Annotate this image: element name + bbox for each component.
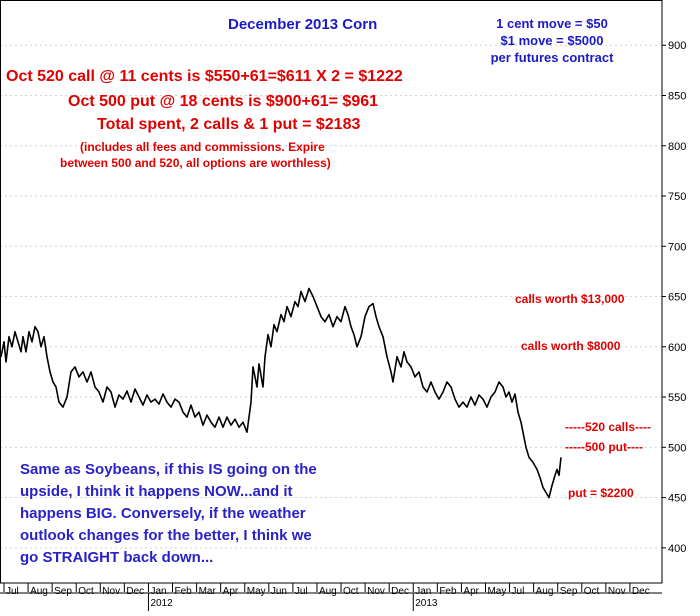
x-tick-label: Jan <box>150 586 166 597</box>
x-tick-label: Sep <box>560 586 578 597</box>
trade-line-put: Oct 500 put @ 18 cents is $900+61= $961 <box>68 93 379 110</box>
x-tick-label: Jul <box>6 586 19 597</box>
series-layer <box>0 287 562 499</box>
y-tick-label: 900 <box>668 40 686 52</box>
x-tick-label: May <box>247 586 266 597</box>
level-label-500-put: -----500 put---- <box>565 440 643 454</box>
x-tick-label: Dec <box>391 586 409 597</box>
trade-line-call: Oct 520 call @ 11 cents is $550+61=$611 … <box>6 68 403 85</box>
x-tick-label: Jan <box>415 586 431 597</box>
x-tick-label: Nov <box>367 586 385 597</box>
y-tick-label: 850 <box>668 90 686 102</box>
y-tick-label: 400 <box>668 543 686 555</box>
y-tick-label: 800 <box>668 141 686 153</box>
commentary-line: Same as Soybeans, if this IS going on th… <box>20 461 317 478</box>
commentary-line: upside, I think it happens NOW...and it <box>20 483 293 500</box>
x-tick-label: Apr <box>223 586 239 597</box>
x-tick-label: Dec <box>126 586 144 597</box>
trade-line-note: between 500 and 520, all options are wor… <box>60 156 331 170</box>
scale-note-line: 1 cent move = $50 <box>496 16 608 31</box>
x-tick-label: Oct <box>584 586 600 597</box>
trade-line-total: Total spent, 2 calls & 1 put = $2183 <box>97 116 361 133</box>
x-tick-label: Jul <box>295 586 308 597</box>
x-tick-label: Feb <box>175 586 193 597</box>
scale-note: 1 cent move = $50 $1 move = $5000 per fu… <box>468 15 636 66</box>
x-tick-label: Aug <box>536 586 554 597</box>
x-tick-label: Sep <box>54 586 72 597</box>
x-tick-label: Aug <box>30 586 48 597</box>
x-tick-label: Jun <box>271 586 287 597</box>
plot-frame <box>0 0 663 584</box>
grid-layer <box>0 44 662 549</box>
x-tick-label: Nov <box>608 586 626 597</box>
level-label-calls-8000: calls worth $8000 <box>521 339 621 353</box>
y-tick-label: 650 <box>668 292 686 304</box>
commentary-line: outlook changes for the better, I think … <box>20 527 312 544</box>
y-tick-label: 450 <box>668 493 686 505</box>
year-label: 2013 <box>415 598 438 609</box>
level-label-calls-13000: calls worth $13,000 <box>515 292 625 306</box>
x-tick-label: Apr <box>463 586 479 597</box>
y-tick-label: 600 <box>668 342 686 354</box>
x-tick-label: Oct <box>78 586 94 597</box>
x-tick-label: Jul <box>512 586 525 597</box>
commentary: Same as Soybeans, if this IS going on th… <box>20 459 317 569</box>
x-tick-label: Feb <box>439 586 457 597</box>
chart-title: December 2013 Corn <box>228 16 378 33</box>
trade-line-note: (includes all fees and commissions. Expi… <box>80 140 325 154</box>
x-tick-label: Mar <box>199 586 217 597</box>
price-series-line <box>0 287 562 499</box>
y-tick-label: 700 <box>668 241 686 253</box>
axis-layer: 400 450 500 550 600 650 700 750 800 850 900 Jul Aug S… <box>0 0 686 611</box>
x-tick-label: May <box>487 586 506 597</box>
commentary-line: happens BIG. Conversely, if the weather <box>20 505 306 522</box>
commentary-line: go STRAIGHT back down... <box>20 549 214 566</box>
year-label: 2012 <box>150 598 173 609</box>
y-tick-label: 750 <box>668 191 686 203</box>
y-tick-label: 500 <box>668 442 686 454</box>
level-label-put-2200: put = $2200 <box>568 486 634 500</box>
x-tick-label: Aug <box>319 586 337 597</box>
x-tick-label: Dec <box>632 586 650 597</box>
y-tick-label: 550 <box>668 392 686 404</box>
x-tick-label: Oct <box>343 586 359 597</box>
level-label-520-calls: -----520 calls---- <box>565 420 652 434</box>
scale-note-line: $1 move = $5000 <box>500 33 604 48</box>
scale-note-line: per futures contract <box>490 50 614 65</box>
x-tick-label: Nov <box>102 586 120 597</box>
